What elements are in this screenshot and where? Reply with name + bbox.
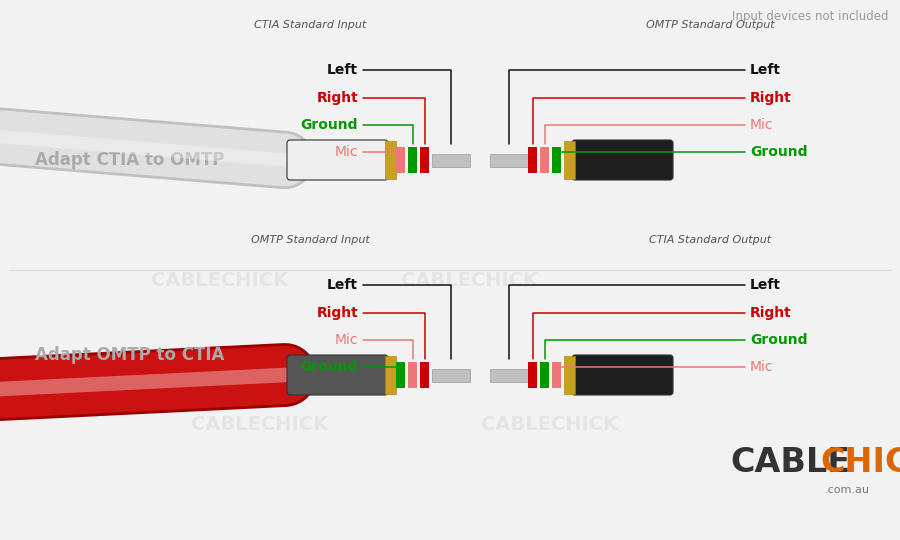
- Text: Mic: Mic: [335, 333, 358, 347]
- Bar: [385, 356, 396, 394]
- Text: Left: Left: [327, 278, 358, 292]
- Text: CABLECHICK: CABLECHICK: [401, 271, 538, 289]
- Bar: [408, 147, 417, 173]
- Text: Ground: Ground: [750, 333, 807, 347]
- Bar: [528, 362, 537, 388]
- Text: CTIA Standard Output: CTIA Standard Output: [649, 235, 771, 245]
- Bar: [540, 362, 549, 388]
- Text: Ground: Ground: [301, 360, 358, 374]
- Text: CABLE: CABLE: [730, 447, 850, 480]
- Bar: [396, 147, 405, 173]
- Text: CHICK: CHICK: [820, 447, 900, 480]
- Bar: [564, 356, 575, 394]
- Text: Mic: Mic: [335, 145, 358, 159]
- Bar: [432, 153, 470, 166]
- Text: CABLECHICK: CABLECHICK: [482, 415, 618, 435]
- Bar: [564, 141, 575, 179]
- Text: Ground: Ground: [750, 145, 807, 159]
- Bar: [432, 368, 470, 381]
- Text: Input devices not included: Input devices not included: [732, 10, 888, 23]
- Text: Adapt CTIA to OMTP: Adapt CTIA to OMTP: [35, 151, 224, 169]
- Bar: [552, 147, 561, 173]
- FancyBboxPatch shape: [572, 355, 673, 395]
- FancyBboxPatch shape: [572, 140, 673, 180]
- Bar: [385, 141, 396, 179]
- Text: Ground: Ground: [301, 118, 358, 132]
- Bar: [490, 368, 528, 381]
- Text: Right: Right: [750, 306, 792, 320]
- Text: Right: Right: [750, 91, 792, 105]
- Text: CABLECHICK: CABLECHICK: [192, 415, 328, 435]
- Text: CABLECHICK: CABLECHICK: [151, 271, 289, 289]
- Text: Adapt OMTP to CTIA: Adapt OMTP to CTIA: [35, 346, 224, 364]
- Bar: [396, 362, 405, 388]
- Text: CTIA Standard Input: CTIA Standard Input: [254, 20, 366, 30]
- FancyBboxPatch shape: [287, 355, 388, 395]
- Bar: [420, 147, 429, 173]
- Text: OMTP Standard Input: OMTP Standard Input: [250, 235, 369, 245]
- Bar: [420, 362, 429, 388]
- Text: Mic: Mic: [750, 360, 773, 374]
- Text: Left: Left: [327, 63, 358, 77]
- Text: Left: Left: [750, 278, 781, 292]
- Bar: [528, 147, 537, 173]
- Text: OMTP Standard Output: OMTP Standard Output: [645, 20, 774, 30]
- Bar: [408, 362, 417, 388]
- Text: .com.au: .com.au: [825, 485, 870, 495]
- Text: Mic: Mic: [750, 118, 773, 132]
- Text: Right: Right: [316, 306, 358, 320]
- Text: Left: Left: [750, 63, 781, 77]
- Bar: [540, 147, 549, 173]
- Text: Right: Right: [316, 91, 358, 105]
- Bar: [490, 153, 528, 166]
- Bar: [552, 362, 561, 388]
- FancyBboxPatch shape: [287, 140, 388, 180]
